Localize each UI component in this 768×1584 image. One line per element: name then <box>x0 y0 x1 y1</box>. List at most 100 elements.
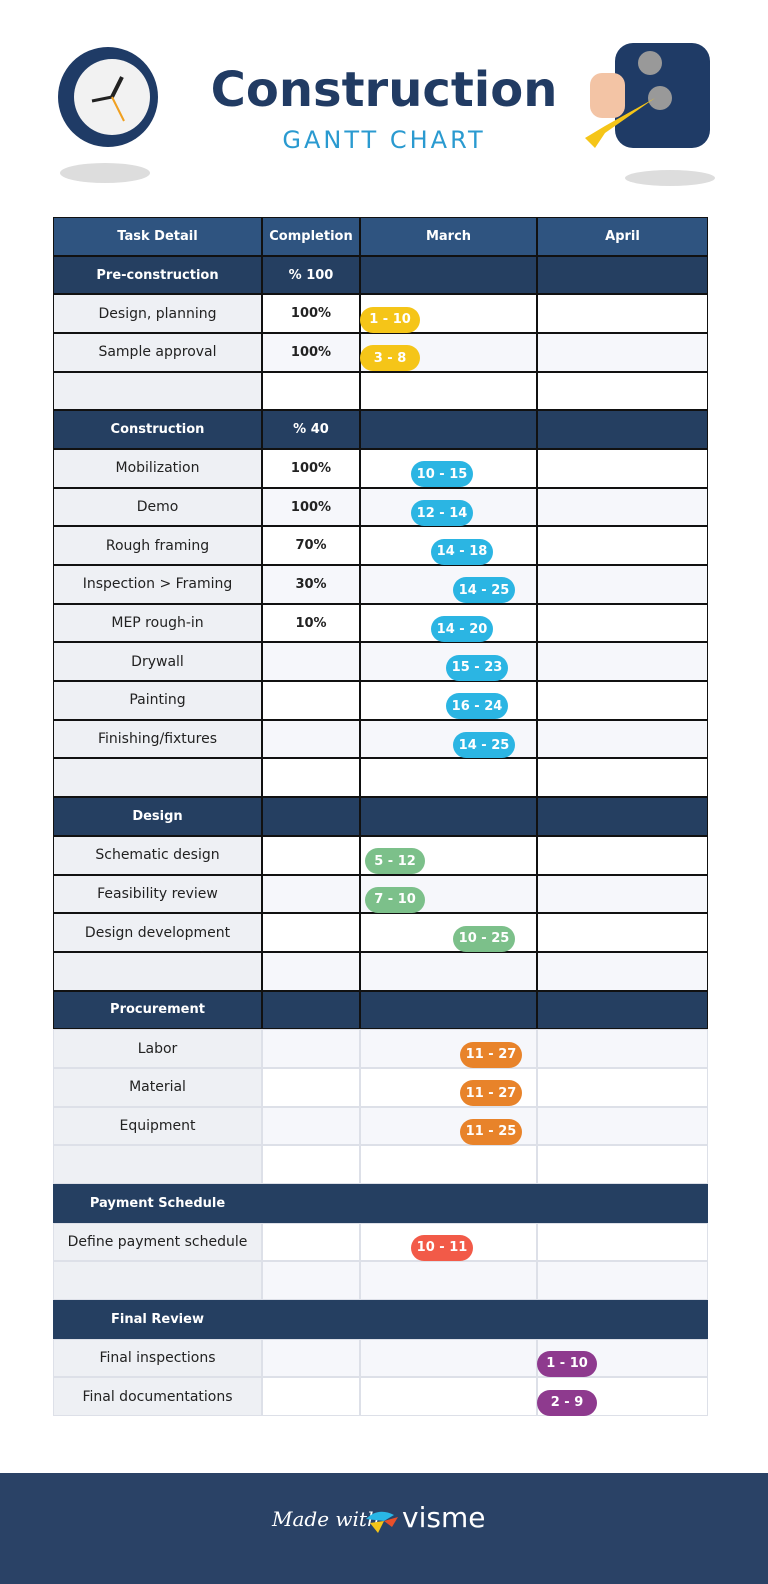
task-cell: Equipment <box>53 1106 262 1146</box>
section-cell <box>537 797 708 836</box>
date-badge: 7 - 10 <box>365 886 425 913</box>
section-cell <box>537 410 708 450</box>
task-cell: Drywall <box>53 642 262 682</box>
task-cell <box>537 913 708 952</box>
task-cell <box>262 1029 360 1068</box>
gantt-table: Task Detail Completion March April Pre-const… <box>53 217 708 1416</box>
task-cell <box>262 835 360 875</box>
task-cell <box>262 642 360 682</box>
task-cell <box>262 913 360 952</box>
task-cell: 100% <box>262 333 360 372</box>
task-cell <box>537 1067 708 1107</box>
task-cell <box>262 1261 360 1300</box>
task-cell: Painting <box>53 681 262 720</box>
task-cell: Material <box>53 1067 262 1107</box>
task-cell <box>537 449 708 488</box>
task-cell: 30% <box>262 565 360 604</box>
date-badge: 15 - 23 <box>446 654 508 681</box>
task-cell <box>262 371 360 411</box>
task-cell <box>360 1338 537 1378</box>
section-cell <box>360 1183 537 1223</box>
task-cell <box>537 951 708 991</box>
section-cell <box>537 990 708 1030</box>
header-cell: March <box>360 217 537 256</box>
section-cell <box>360 410 537 450</box>
task-cell <box>360 758 537 798</box>
header-cell: April <box>537 217 708 256</box>
section-cell <box>262 1183 360 1223</box>
task-cell <box>360 1377 537 1416</box>
section-cell <box>537 1183 708 1223</box>
task-cell <box>537 835 708 875</box>
section-cell <box>262 797 360 836</box>
visme-logo <box>366 1511 398 1533</box>
date-badge: 1 - 10 <box>360 306 420 333</box>
task-cell <box>53 951 262 991</box>
task-cell <box>53 1145 262 1184</box>
task-cell <box>262 1338 360 1378</box>
task-cell: Labor <box>53 1029 262 1068</box>
task-cell <box>262 719 360 759</box>
section-cell <box>360 990 537 1030</box>
task-cell <box>537 294 708 334</box>
section-cell: Payment Schedule <box>53 1183 262 1223</box>
task-cell: Final documentations <box>53 1377 262 1416</box>
task-cell: Mobilization <box>53 449 262 488</box>
task-cell <box>53 1261 262 1300</box>
task-cell: Inspection > Framing <box>53 565 262 604</box>
task-cell <box>53 371 262 411</box>
task-cell <box>262 758 360 798</box>
date-badge: 10 - 11 <box>411 1234 473 1261</box>
task-cell: 100% <box>262 294 360 334</box>
date-badge: 14 - 18 <box>431 538 493 565</box>
task-cell <box>537 758 708 798</box>
task-cell <box>537 1106 708 1146</box>
task-cell <box>262 681 360 720</box>
header-cell: Task Detail <box>53 217 262 256</box>
section-cell <box>360 255 537 295</box>
task-cell <box>537 719 708 759</box>
section-cell: Pre-construction <box>53 255 262 295</box>
task-cell: Design development <box>53 913 262 952</box>
task-cell <box>537 681 708 720</box>
header-cell: Completion <box>262 217 360 256</box>
task-cell: Finishing/fixtures <box>53 719 262 759</box>
task-cell <box>262 1106 360 1146</box>
section-cell: Design <box>53 797 262 836</box>
task-cell: Schematic design <box>53 835 262 875</box>
wrench-icon <box>585 43 715 186</box>
task-cell: Sample approval <box>53 333 262 372</box>
section-cell: % 100 <box>262 255 360 295</box>
date-badge: 14 - 20 <box>431 616 493 643</box>
date-badge: 2 - 9 <box>537 1389 597 1416</box>
task-cell <box>537 1029 708 1068</box>
task-cell: MEP rough-in <box>53 603 262 643</box>
task-cell <box>537 874 708 914</box>
section-cell: Construction <box>53 410 262 450</box>
made-with: Made with <box>272 1507 380 1531</box>
subtitle: GANTT CHART <box>282 126 486 154</box>
task-cell <box>360 1145 537 1184</box>
task-cell: Demo <box>53 487 262 527</box>
task-cell: Define payment schedule <box>53 1222 262 1262</box>
task-cell <box>262 1222 360 1262</box>
task-cell <box>537 526 708 566</box>
task-cell: 100% <box>262 449 360 488</box>
date-badge: 10 - 15 <box>411 461 473 488</box>
task-cell <box>537 371 708 411</box>
date-badge: 11 - 25 <box>460 1118 522 1145</box>
task-cell <box>262 874 360 914</box>
task-cell <box>262 1377 360 1416</box>
date-badge: 5 - 12 <box>365 848 425 875</box>
date-badge: 1 - 10 <box>537 1350 597 1377</box>
section-cell <box>262 1299 360 1339</box>
task-cell: 10% <box>262 603 360 643</box>
section-cell: Procurement <box>53 990 262 1030</box>
task-cell <box>262 1067 360 1107</box>
task-cell: 70% <box>262 526 360 566</box>
section-cell: Final Review <box>53 1299 262 1339</box>
task-cell <box>537 333 708 372</box>
task-cell: Feasibility review <box>53 874 262 914</box>
date-badge: 14 - 25 <box>453 577 515 604</box>
